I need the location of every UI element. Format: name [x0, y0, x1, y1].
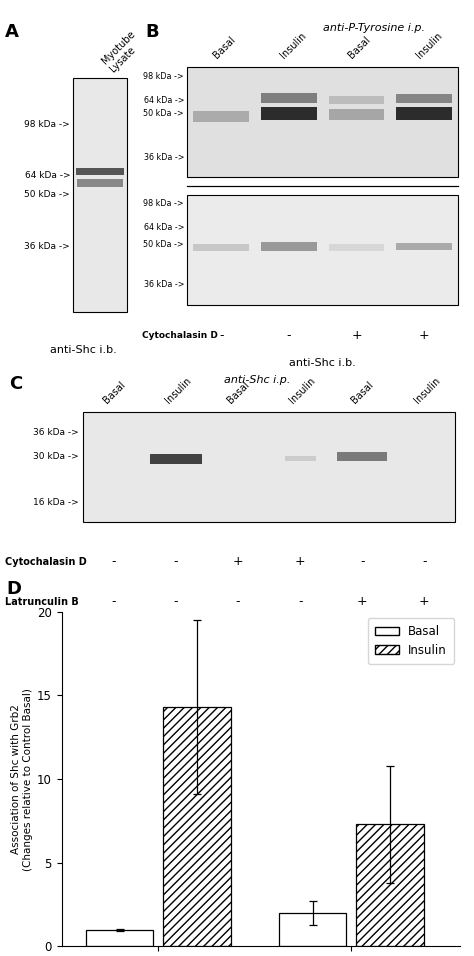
Bar [163, 707, 230, 946]
Bar [76, 168, 124, 175]
Bar [396, 243, 452, 250]
Text: Cytochalasin D: Cytochalasin D [5, 557, 86, 567]
Text: Insulin: Insulin [279, 31, 309, 60]
Text: anti-Shc i.b.: anti-Shc i.b. [289, 358, 356, 368]
Text: A: A [5, 23, 18, 40]
Bar [337, 452, 387, 461]
Text: -: - [174, 595, 178, 608]
Bar [73, 77, 127, 312]
Text: anti-P-Tyrosine i.p.: anti-P-Tyrosine i.p. [323, 23, 425, 33]
Text: 98 kDa ->: 98 kDa -> [144, 72, 184, 80]
Text: Myotube
Lysate: Myotube Lysate [100, 29, 146, 75]
Text: -: - [287, 329, 291, 342]
Text: 36 kDa ->: 36 kDa -> [144, 153, 184, 163]
Text: 30 kDa ->: 30 kDa -> [33, 452, 78, 461]
Text: anti-Grb2 i.b.: anti-Grb2 i.b. [232, 636, 306, 646]
Bar [329, 109, 384, 120]
Bar [284, 456, 316, 461]
Bar [279, 913, 346, 946]
Text: D: D [6, 580, 21, 598]
Text: -: - [174, 555, 178, 569]
Text: 64 kDa ->: 64 kDa -> [144, 223, 184, 232]
Text: anti-Shc i.p.: anti-Shc i.p. [224, 375, 291, 385]
Text: +: + [419, 329, 429, 342]
Bar [261, 93, 317, 103]
Bar [187, 195, 458, 305]
Bar [396, 107, 452, 120]
Text: 50 kDa ->: 50 kDa -> [144, 240, 184, 249]
Bar [261, 107, 317, 120]
Text: Latrunculin B: Latrunculin B [5, 597, 79, 606]
Text: -: - [219, 329, 223, 342]
Text: 50 kDa ->: 50 kDa -> [24, 190, 70, 199]
Text: 36 kDa ->: 36 kDa -> [144, 280, 184, 290]
Text: -: - [236, 595, 240, 608]
Text: -: - [298, 595, 302, 608]
Text: 64 kDa ->: 64 kDa -> [25, 171, 70, 181]
Text: 16 kDa ->: 16 kDa -> [33, 498, 78, 507]
Y-axis label: Association of Shc with Grb2
(Changes relative to Control Basal): Association of Shc with Grb2 (Changes re… [11, 687, 33, 871]
Text: Cytochalasin D: Cytochalasin D [142, 331, 218, 340]
Text: 64 kDa ->: 64 kDa -> [144, 96, 184, 105]
Text: Basal: Basal [101, 380, 128, 406]
Text: 36 kDa ->: 36 kDa -> [24, 242, 70, 250]
Text: 36 kDa ->: 36 kDa -> [33, 427, 78, 437]
Text: +: + [351, 329, 362, 342]
Bar [86, 929, 153, 946]
Bar [356, 824, 424, 946]
Bar [193, 244, 249, 251]
Text: Insulin: Insulin [288, 376, 318, 406]
Text: Insulin: Insulin [414, 31, 444, 60]
Bar [329, 97, 384, 104]
Text: -: - [422, 555, 427, 569]
Text: Basal: Basal [226, 380, 252, 406]
Text: Basal: Basal [350, 380, 376, 406]
Bar [150, 454, 202, 464]
Text: Insulin: Insulin [412, 376, 442, 406]
Text: anti-Shc i.b.: anti-Shc i.b. [50, 344, 116, 355]
Text: B: B [146, 23, 159, 40]
Bar [193, 111, 249, 122]
Bar [329, 244, 384, 250]
Text: Insulin: Insulin [164, 376, 193, 406]
Text: +: + [419, 595, 429, 608]
Text: 98 kDa ->: 98 kDa -> [24, 120, 70, 129]
Text: 98 kDa ->: 98 kDa -> [144, 199, 184, 208]
Bar [83, 412, 456, 522]
Bar [187, 67, 458, 178]
Text: +: + [233, 555, 243, 569]
Bar [77, 179, 123, 187]
Legend: Basal, Insulin: Basal, Insulin [368, 618, 454, 663]
Text: -: - [112, 595, 116, 608]
Text: +: + [357, 595, 367, 608]
Bar [261, 242, 317, 250]
Text: C: C [9, 375, 23, 393]
Bar [396, 94, 452, 102]
Text: Basal: Basal [346, 34, 372, 60]
Text: -: - [360, 555, 365, 569]
Text: 50 kDa ->: 50 kDa -> [144, 109, 184, 118]
Text: -: - [112, 555, 116, 569]
Text: +: + [295, 555, 305, 569]
Text: Basal: Basal [211, 34, 237, 60]
